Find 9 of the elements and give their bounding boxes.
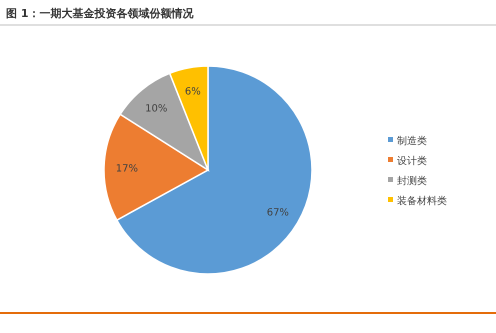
data-label: 10% — [145, 103, 168, 114]
data-label: 17% — [116, 163, 138, 174]
legend-label: 制造类 — [397, 135, 427, 147]
chart-title: 图 1：一期大基金投资各领域份额情况 — [6, 7, 194, 20]
legend-label: 封测类 — [397, 175, 427, 187]
legend-label: 设计类 — [397, 155, 427, 167]
data-label: 6% — [184, 86, 201, 98]
data-label: 67% — [266, 207, 289, 218]
legend-label: 装备材料类 — [397, 195, 447, 207]
